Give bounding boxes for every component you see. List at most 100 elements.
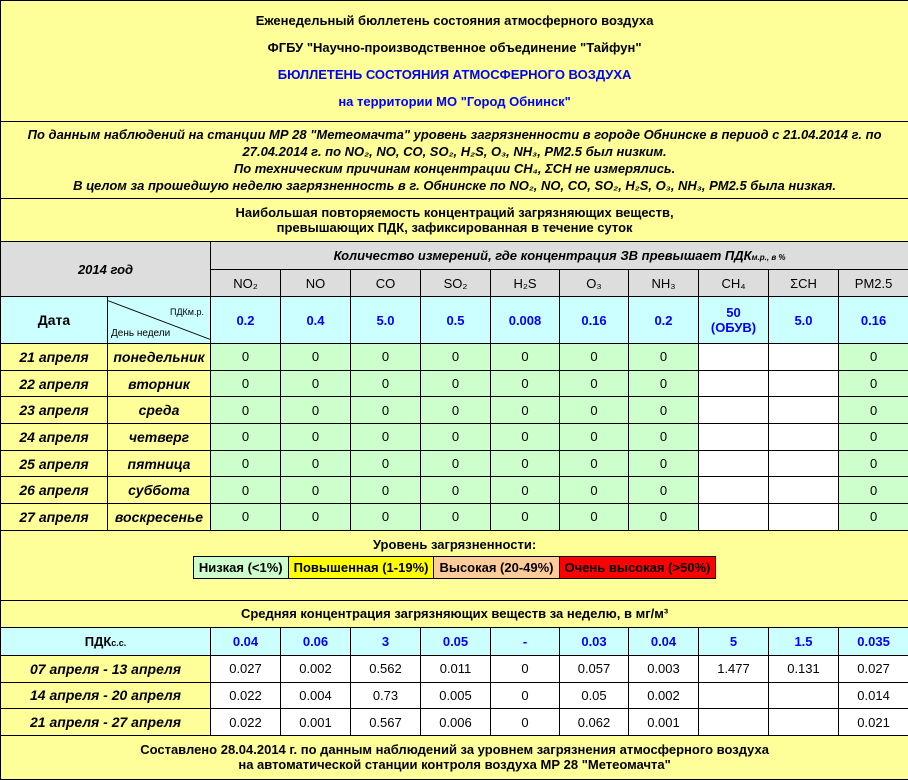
footer-line: Составлено 28.04.2014 г. по данным наблю… bbox=[3, 742, 906, 757]
footer: Составлено 28.04.2014 г. по данным наблю… bbox=[1, 735, 908, 779]
row-value: 0 bbox=[560, 370, 629, 397]
pollutant-header: NO₂ bbox=[211, 270, 281, 297]
mean-value: 0.027 bbox=[211, 655, 281, 682]
legend-items: Низкая (<1%)Повышенная (1-19%)Высокая (2… bbox=[193, 556, 717, 579]
mean-value: 0.002 bbox=[281, 655, 351, 682]
row-value bbox=[699, 344, 769, 371]
row-date: 22 апреля bbox=[1, 370, 108, 397]
mean-value: 0 bbox=[491, 655, 560, 682]
bulletin-header: Еженедельный бюллетень состояния атмосфе… bbox=[1, 1, 908, 122]
mean-value bbox=[769, 709, 839, 736]
row-weekday: вторник bbox=[108, 370, 211, 397]
pdk-ss-value: 0.06 bbox=[281, 627, 351, 655]
pollutant-header: NH₃ bbox=[629, 270, 699, 297]
mean-value: 0.562 bbox=[351, 655, 421, 682]
row-value: 0 bbox=[839, 397, 908, 424]
pdk-ss-value: - bbox=[491, 627, 560, 655]
header-territory: на территории МО "Город Обнинск" bbox=[3, 88, 906, 115]
pdk-ss-value: 5 bbox=[699, 627, 769, 655]
row-weekday: среда bbox=[108, 397, 211, 424]
pollutant-header: PM2.5 bbox=[839, 270, 908, 297]
row-value bbox=[699, 397, 769, 424]
row-value bbox=[769, 477, 839, 504]
row-value: 0 bbox=[351, 397, 421, 424]
pdk-mr-value: 0.2 bbox=[211, 297, 281, 344]
pdk-mr-value: 0.5 bbox=[421, 297, 491, 344]
header-line: Еженедельный бюллетень состояния атмосфе… bbox=[3, 7, 906, 34]
row-value: 0 bbox=[560, 424, 629, 451]
mean-value: 0.022 bbox=[211, 682, 281, 709]
row-weekday: суббота bbox=[108, 477, 211, 504]
row-weekday: четверг bbox=[108, 424, 211, 451]
pdk-ss-label: ПДКс.с. bbox=[1, 627, 211, 655]
pdk-mr-value: 0.2 bbox=[629, 297, 699, 344]
row-value: 0 bbox=[421, 450, 491, 477]
mean-period: 14 апреля - 20 апреля bbox=[1, 682, 211, 709]
row-value: 0 bbox=[421, 504, 491, 531]
header-title: БЮЛЛЕТЕНЬ СОСТОЯНИЯ АТМОСФЕРНОГО ВОЗДУХА bbox=[3, 61, 906, 88]
row-value: 0 bbox=[560, 397, 629, 424]
row-value: 0 bbox=[281, 370, 351, 397]
row-value: 0 bbox=[351, 504, 421, 531]
pdk-ss-value: 0.04 bbox=[629, 627, 699, 655]
mean-value: 0 bbox=[491, 682, 560, 709]
mean-title: Средняя концентрация загрязняющих вещест… bbox=[1, 600, 908, 627]
summary-text: В целом за прошедшую неделю загрязненнос… bbox=[3, 177, 906, 194]
row-value: 0 bbox=[281, 477, 351, 504]
date-label: Дата bbox=[1, 297, 108, 344]
row-value bbox=[699, 504, 769, 531]
mean-value: 0.001 bbox=[629, 709, 699, 736]
row-value: 0 bbox=[211, 397, 281, 424]
row-value: 0 bbox=[351, 477, 421, 504]
legend-item: Очень высокая (>50%) bbox=[560, 557, 716, 578]
mean-value: 0.001 bbox=[281, 709, 351, 736]
row-value: 0 bbox=[281, 450, 351, 477]
row-value bbox=[769, 424, 839, 451]
pdk-mr-value: 50(ОБУВ) bbox=[699, 297, 769, 344]
row-value: 0 bbox=[839, 504, 908, 531]
row-date: 27 апреля bbox=[1, 504, 108, 531]
row-value: 0 bbox=[421, 370, 491, 397]
row-value: 0 bbox=[839, 477, 908, 504]
row-value: 0 bbox=[629, 504, 699, 531]
row-value: 0 bbox=[281, 344, 351, 371]
row-value: 0 bbox=[421, 397, 491, 424]
frequency-title-line: Наибольшая повторяемость концентраций за… bbox=[3, 205, 906, 220]
mean-value: 0.131 bbox=[769, 655, 839, 682]
row-value: 0 bbox=[211, 344, 281, 371]
mean-value: 0.005 bbox=[421, 682, 491, 709]
legend-title: Уровень загрязненности: bbox=[3, 537, 906, 552]
row-date: 21 апреля bbox=[1, 344, 108, 371]
mean-value: 0.004 bbox=[281, 682, 351, 709]
row-value bbox=[769, 450, 839, 477]
row-value: 0 bbox=[491, 344, 560, 371]
mean-value: 0 bbox=[491, 709, 560, 736]
row-value: 0 bbox=[421, 344, 491, 371]
summary-text: По данным наблюдений на станции МР 28 "М… bbox=[3, 126, 906, 160]
pollutant-header: CH₄ bbox=[699, 270, 769, 297]
mean-value: 0.003 bbox=[629, 655, 699, 682]
row-value: 0 bbox=[491, 370, 560, 397]
row-value: 0 bbox=[629, 370, 699, 397]
row-value: 0 bbox=[629, 344, 699, 371]
row-value: 0 bbox=[629, 477, 699, 504]
row-value: 0 bbox=[560, 344, 629, 371]
pollutant-header: O₃ bbox=[560, 270, 629, 297]
row-weekday: пятница bbox=[108, 450, 211, 477]
pdk-mr-value: 0.008 bbox=[491, 297, 560, 344]
pdk-ss-value: 0.04 bbox=[211, 627, 281, 655]
pollution-level-legend: Уровень загрязненности: Низкая (<1%)Повы… bbox=[1, 530, 908, 600]
row-value: 0 bbox=[211, 504, 281, 531]
row-date: 25 апреля bbox=[1, 450, 108, 477]
row-value: 0 bbox=[421, 424, 491, 451]
pdk-mr-value: 0.4 bbox=[281, 297, 351, 344]
count-header-sub: м.р., в % bbox=[752, 253, 786, 262]
pdk-mr-value: 5.0 bbox=[769, 297, 839, 344]
mean-value: 0.021 bbox=[839, 709, 908, 736]
